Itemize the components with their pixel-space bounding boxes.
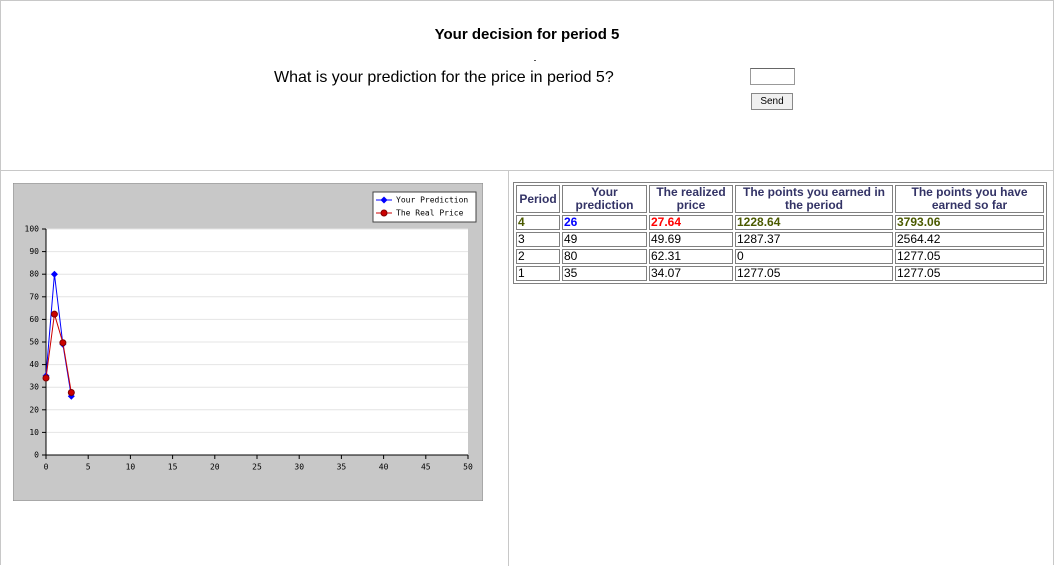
x-tick-label: 10 bbox=[126, 463, 136, 472]
table-cell: 0 bbox=[735, 249, 893, 264]
marker bbox=[380, 209, 388, 217]
table-cell: 34.07 bbox=[649, 266, 733, 281]
y-tick-label: 70 bbox=[29, 292, 39, 301]
column-header: The realized price bbox=[649, 185, 733, 213]
y-tick-label: 80 bbox=[29, 270, 39, 279]
x-tick-label: 25 bbox=[252, 463, 262, 472]
legend-label: Your Prediction bbox=[396, 196, 468, 205]
y-tick-label: 30 bbox=[29, 383, 39, 392]
marker bbox=[50, 270, 58, 278]
x-tick-label: 30 bbox=[294, 463, 304, 472]
table-row: 3 49 49.69 1287.37 2564.42 bbox=[516, 232, 1044, 247]
table-cell: 62.31 bbox=[649, 249, 733, 264]
y-tick-label: 10 bbox=[29, 428, 39, 437]
table-cell: 1277.05 bbox=[895, 249, 1044, 264]
marker bbox=[50, 310, 58, 318]
table-cell: 49.69 bbox=[649, 232, 733, 247]
series-line bbox=[45, 314, 72, 393]
legend-box bbox=[372, 191, 477, 223]
table-cell: 27.64 bbox=[649, 215, 733, 230]
y-tick-label: 20 bbox=[29, 405, 39, 414]
y-tick-label: 40 bbox=[29, 360, 39, 369]
table-cell: 35 bbox=[562, 266, 647, 281]
column-header: The points you have earned so far bbox=[895, 185, 1044, 213]
table-cell: 1277.05 bbox=[895, 266, 1044, 281]
table-cell: 49 bbox=[562, 232, 647, 247]
y-tick-label: 60 bbox=[29, 315, 39, 324]
x-tick-label: 5 bbox=[86, 463, 91, 472]
table-row: 1 35 34.07 1277.05 1277.05 bbox=[516, 266, 1044, 281]
x-tick-label: 45 bbox=[421, 463, 431, 472]
marker bbox=[67, 389, 75, 397]
x-tick-label: 50 bbox=[463, 463, 473, 472]
title: Your decision for period 5 bbox=[434, 26, 620, 43]
dot bbox=[534, 60, 536, 61]
column-header: Period bbox=[516, 185, 560, 213]
chart: 0 10 20 30 40 50 60 70 80 90 100 0 5 10 15 20 25 30 35 40 45… bbox=[13, 183, 483, 501]
divider bbox=[0, 170, 1054, 171]
column-header: The points you earned in the period bbox=[735, 185, 893, 213]
question: What is your prediction for the price in… bbox=[274, 69, 614, 86]
send-button[interactable]: Send bbox=[751, 93, 793, 110]
table-cell: 1 bbox=[516, 266, 560, 281]
x-tick-label: 0 bbox=[44, 463, 49, 472]
divider bbox=[508, 170, 509, 566]
x-tick-label: 15 bbox=[168, 463, 178, 472]
x-tick-label: 20 bbox=[210, 463, 220, 472]
y-tick-label: 100 bbox=[25, 225, 40, 234]
table-cell: 3793.06 bbox=[895, 215, 1044, 230]
table-row: 4 26 27.64 1228.64 3793.06 bbox=[516, 215, 1044, 230]
table-cell: 4 bbox=[516, 215, 560, 230]
results-table: Period Your prediction The realized price T… bbox=[513, 182, 1047, 284]
table-cell: 2564.42 bbox=[895, 232, 1044, 247]
table-cell: 1277.05 bbox=[735, 266, 893, 281]
legend-label: The Real Price bbox=[396, 209, 464, 218]
marker bbox=[380, 196, 388, 204]
marker bbox=[67, 392, 75, 400]
x-tick-label: 35 bbox=[337, 463, 347, 472]
y-tick-label: 0 bbox=[34, 451, 39, 460]
table-cell: 1287.37 bbox=[735, 232, 893, 247]
header-row: Period Your prediction The realized price T… bbox=[516, 185, 1044, 213]
y-tick-label: 90 bbox=[29, 247, 39, 256]
prediction-input[interactable] bbox=[750, 68, 795, 85]
table-cell: 1228.64 bbox=[735, 215, 893, 230]
x-tick-label: 40 bbox=[379, 463, 389, 472]
marker bbox=[59, 339, 67, 347]
table-cell: 80 bbox=[562, 249, 647, 264]
y-tick-label: 50 bbox=[29, 338, 39, 347]
table-cell: 3 bbox=[516, 232, 560, 247]
column-header: Your prediction bbox=[562, 185, 647, 213]
table-row: 2 80 62.31 0 1277.05 bbox=[516, 249, 1044, 264]
marker bbox=[42, 374, 50, 382]
table-cell: 26 bbox=[562, 215, 647, 230]
table-cell: 2 bbox=[516, 249, 560, 264]
